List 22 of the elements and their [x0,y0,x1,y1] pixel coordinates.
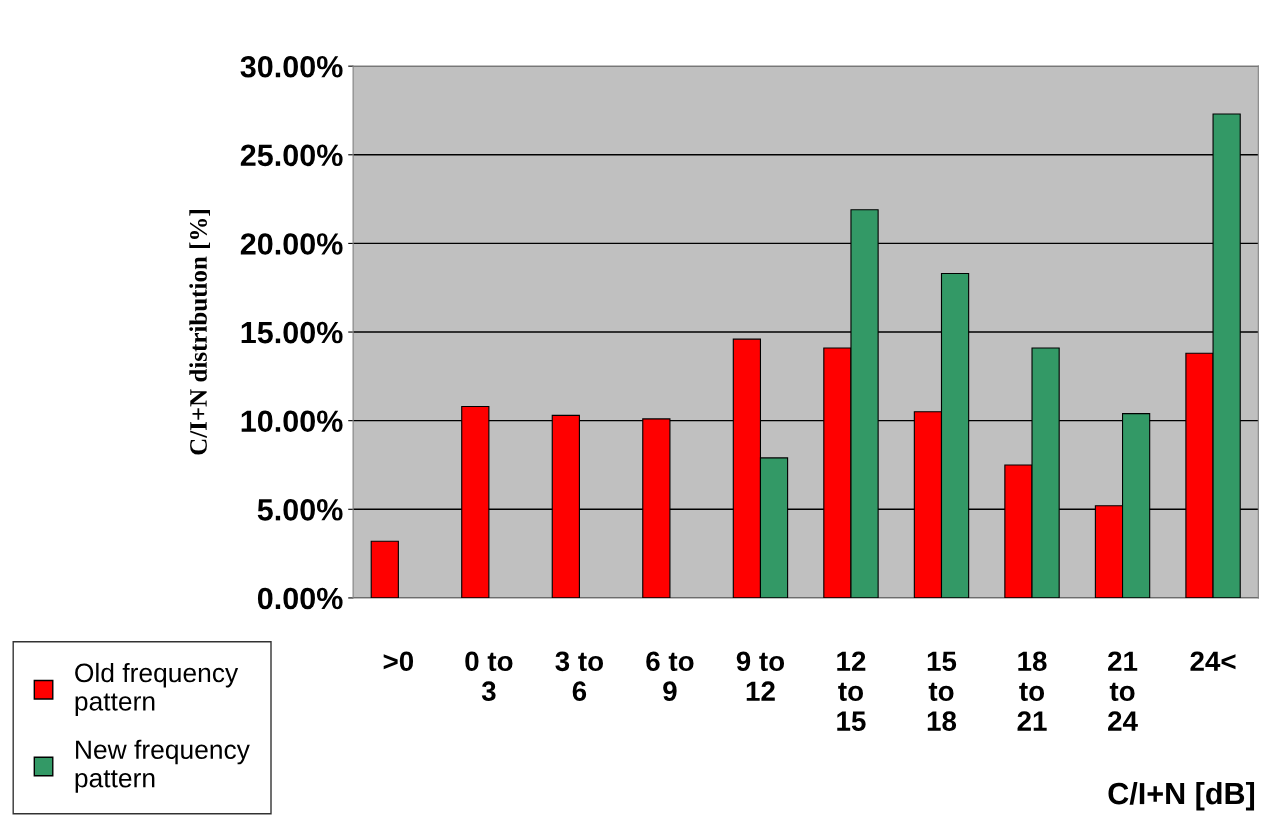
y-tick-label: 25.00% [240,144,343,167]
x-tick-label: 18 to 21 [1017,651,1047,731]
x-tick-label: 6 to 9 [646,651,694,702]
x-tick-label: 12 to 15 [837,651,866,731]
y-tick-label: 5.00% [257,499,343,521]
y-axis-title: C/I+N distribution [%] [189,210,210,455]
y-tick-label: 10.00% [241,410,343,433]
y-tick-label: 0.00% [257,587,343,610]
x-tick-label: 24< [1190,651,1236,671]
legend-label: New frequency pattern [75,739,250,793]
x-tick-label: 3 to 6 [555,651,604,702]
y-tick-label: 30.00% [240,55,343,78]
y-tick-label: 15.00% [241,321,343,344]
bar [370,540,399,598]
x-tick-label: 0 to 3 [465,651,513,702]
x-tick-label: >0 [383,651,414,672]
legend-label: Old frequency pattern [75,662,239,716]
x-tick-label: 21 to 24 [1108,651,1138,731]
y-tick-label: 20.00% [240,233,343,255]
x-tick-label: 15 to 18 [927,651,957,731]
x-axis-title: C/I+N [dB] [1108,781,1255,811]
x-tick-label: 9 to 12 [736,651,785,701]
